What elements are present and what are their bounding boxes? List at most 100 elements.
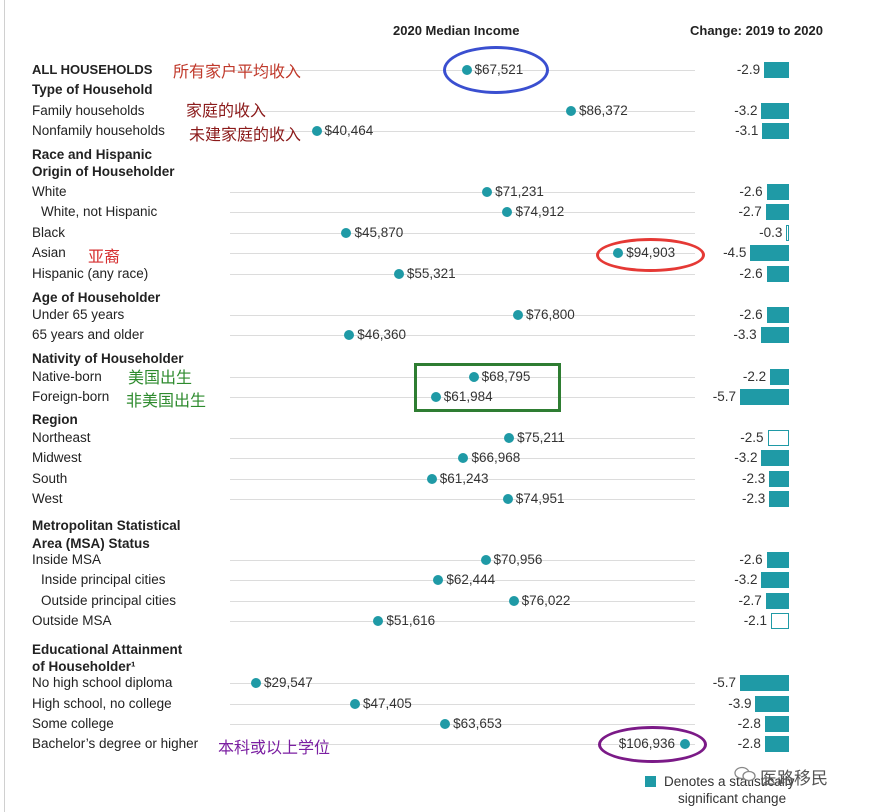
legend-line2: significant change: [678, 791, 787, 806]
gridline: [230, 499, 695, 500]
change-bar: [762, 123, 789, 139]
data-point: [426, 474, 437, 484]
change-label: -2.6: [739, 266, 763, 281]
data-point: [480, 555, 491, 565]
change-label: -3.2: [734, 103, 758, 118]
change-bar: [765, 593, 789, 609]
gridline: [230, 724, 695, 725]
change-label: -0.3: [759, 225, 783, 240]
change-label: -3.2: [734, 450, 758, 465]
change-label: -2.3: [741, 471, 766, 486]
row-label: Outside MSA: [32, 613, 112, 628]
data-point: [373, 616, 384, 626]
data-label: $55,321: [406, 266, 456, 281]
row-label: ALL HOUSEHOLDS: [32, 62, 153, 77]
gridline: [230, 621, 695, 622]
highlight-ring-asian: [596, 238, 705, 272]
annotation: 未建家庭的收入: [189, 127, 302, 144]
change-bar: [764, 716, 789, 732]
change-column-title: Change: 2019 to 2020: [690, 23, 823, 38]
data-point: [344, 330, 355, 340]
change-bar: [750, 245, 789, 261]
annotation: 亚裔: [88, 249, 121, 266]
data-point: [433, 575, 444, 585]
row-label: Foreign-born: [32, 389, 110, 404]
highlight-ring-bachelors: [598, 726, 707, 763]
data-label: $51,616: [386, 613, 436, 628]
gridline: [230, 479, 695, 480]
data-label: $86,372: [579, 103, 628, 118]
data-label: $63,653: [453, 716, 502, 731]
row-label: Nativity of Householder: [32, 351, 184, 366]
change-bar: [766, 307, 789, 323]
gridline: [230, 560, 695, 561]
data-label: $76,022: [521, 593, 571, 608]
row-label: Origin of Householder: [32, 164, 175, 179]
change-bar: [769, 491, 789, 507]
gridline: [230, 212, 695, 213]
change-bar: [766, 552, 789, 568]
change-bar: [761, 572, 789, 588]
data-label: $68,795: [481, 369, 531, 384]
change-label: -2.8: [737, 736, 761, 751]
change-bar: [766, 184, 789, 200]
frame-border: [4, 0, 5, 812]
annotation: 本科或以上学位: [218, 740, 331, 757]
change-label: -2.7: [738, 593, 762, 608]
row-label: Hispanic (any race): [32, 266, 149, 281]
gridline: [230, 377, 695, 378]
row-label: West: [32, 491, 63, 506]
row-label: Native-born: [32, 369, 102, 384]
row-label: of Householder¹: [32, 659, 136, 674]
data-point: [482, 187, 493, 197]
change-label: -2.9: [736, 62, 761, 77]
data-point: [349, 699, 360, 709]
data-label: $47,405: [362, 696, 412, 711]
row-label: Northeast: [32, 430, 91, 445]
row-label: 65 years and older: [32, 327, 144, 342]
row-label: Region: [32, 412, 78, 427]
data-point: [458, 453, 469, 463]
income-column-title: 2020 Median Income: [393, 23, 520, 38]
data-label: $46,360: [357, 327, 406, 342]
data-label: $76,800: [525, 307, 575, 322]
data-label: $62,444: [446, 572, 496, 587]
row-label: Outside principal cities: [41, 593, 177, 608]
gridline: [230, 192, 695, 193]
change-bar: [786, 225, 789, 241]
change-label: -2.7: [738, 204, 762, 219]
change-label: -3.9: [728, 696, 752, 711]
gridline: [230, 704, 695, 705]
change-label: -2.6: [739, 552, 763, 567]
change-bar: [764, 62, 789, 78]
change-bar: [761, 450, 789, 466]
data-label: $74,912: [515, 204, 565, 219]
data-label: $75,211: [517, 430, 565, 445]
data-point: [311, 126, 322, 136]
data-point: [468, 372, 479, 382]
gridline: [230, 131, 695, 132]
change-label: -2.3: [741, 491, 766, 506]
row-label: Some college: [32, 716, 114, 731]
change-label: -3.1: [735, 123, 759, 138]
highlight-box-nativity: [414, 363, 561, 412]
row-label: Age of Householder: [32, 290, 161, 305]
data-point: [512, 310, 523, 320]
row-label: Bachelor’s degree or higher: [32, 736, 199, 751]
row-label: Race and Hispanic: [32, 147, 153, 162]
change-bar: [770, 369, 789, 385]
data-label: $45,870: [354, 225, 404, 240]
change-bar: [766, 266, 789, 282]
change-label: -3.3: [733, 327, 757, 342]
change-bar: [769, 471, 789, 487]
row-label: Inside principal cities: [41, 572, 166, 587]
data-point: [502, 207, 513, 217]
change-label: -3.2: [734, 572, 758, 587]
row-label: South: [32, 471, 68, 486]
row-label: Black: [32, 225, 66, 240]
change-bar: [760, 327, 789, 343]
change-bar: [765, 204, 789, 220]
data-label: $29,547: [264, 675, 313, 690]
change-label: -2.5: [740, 430, 764, 445]
change-label: -2.6: [739, 307, 763, 322]
